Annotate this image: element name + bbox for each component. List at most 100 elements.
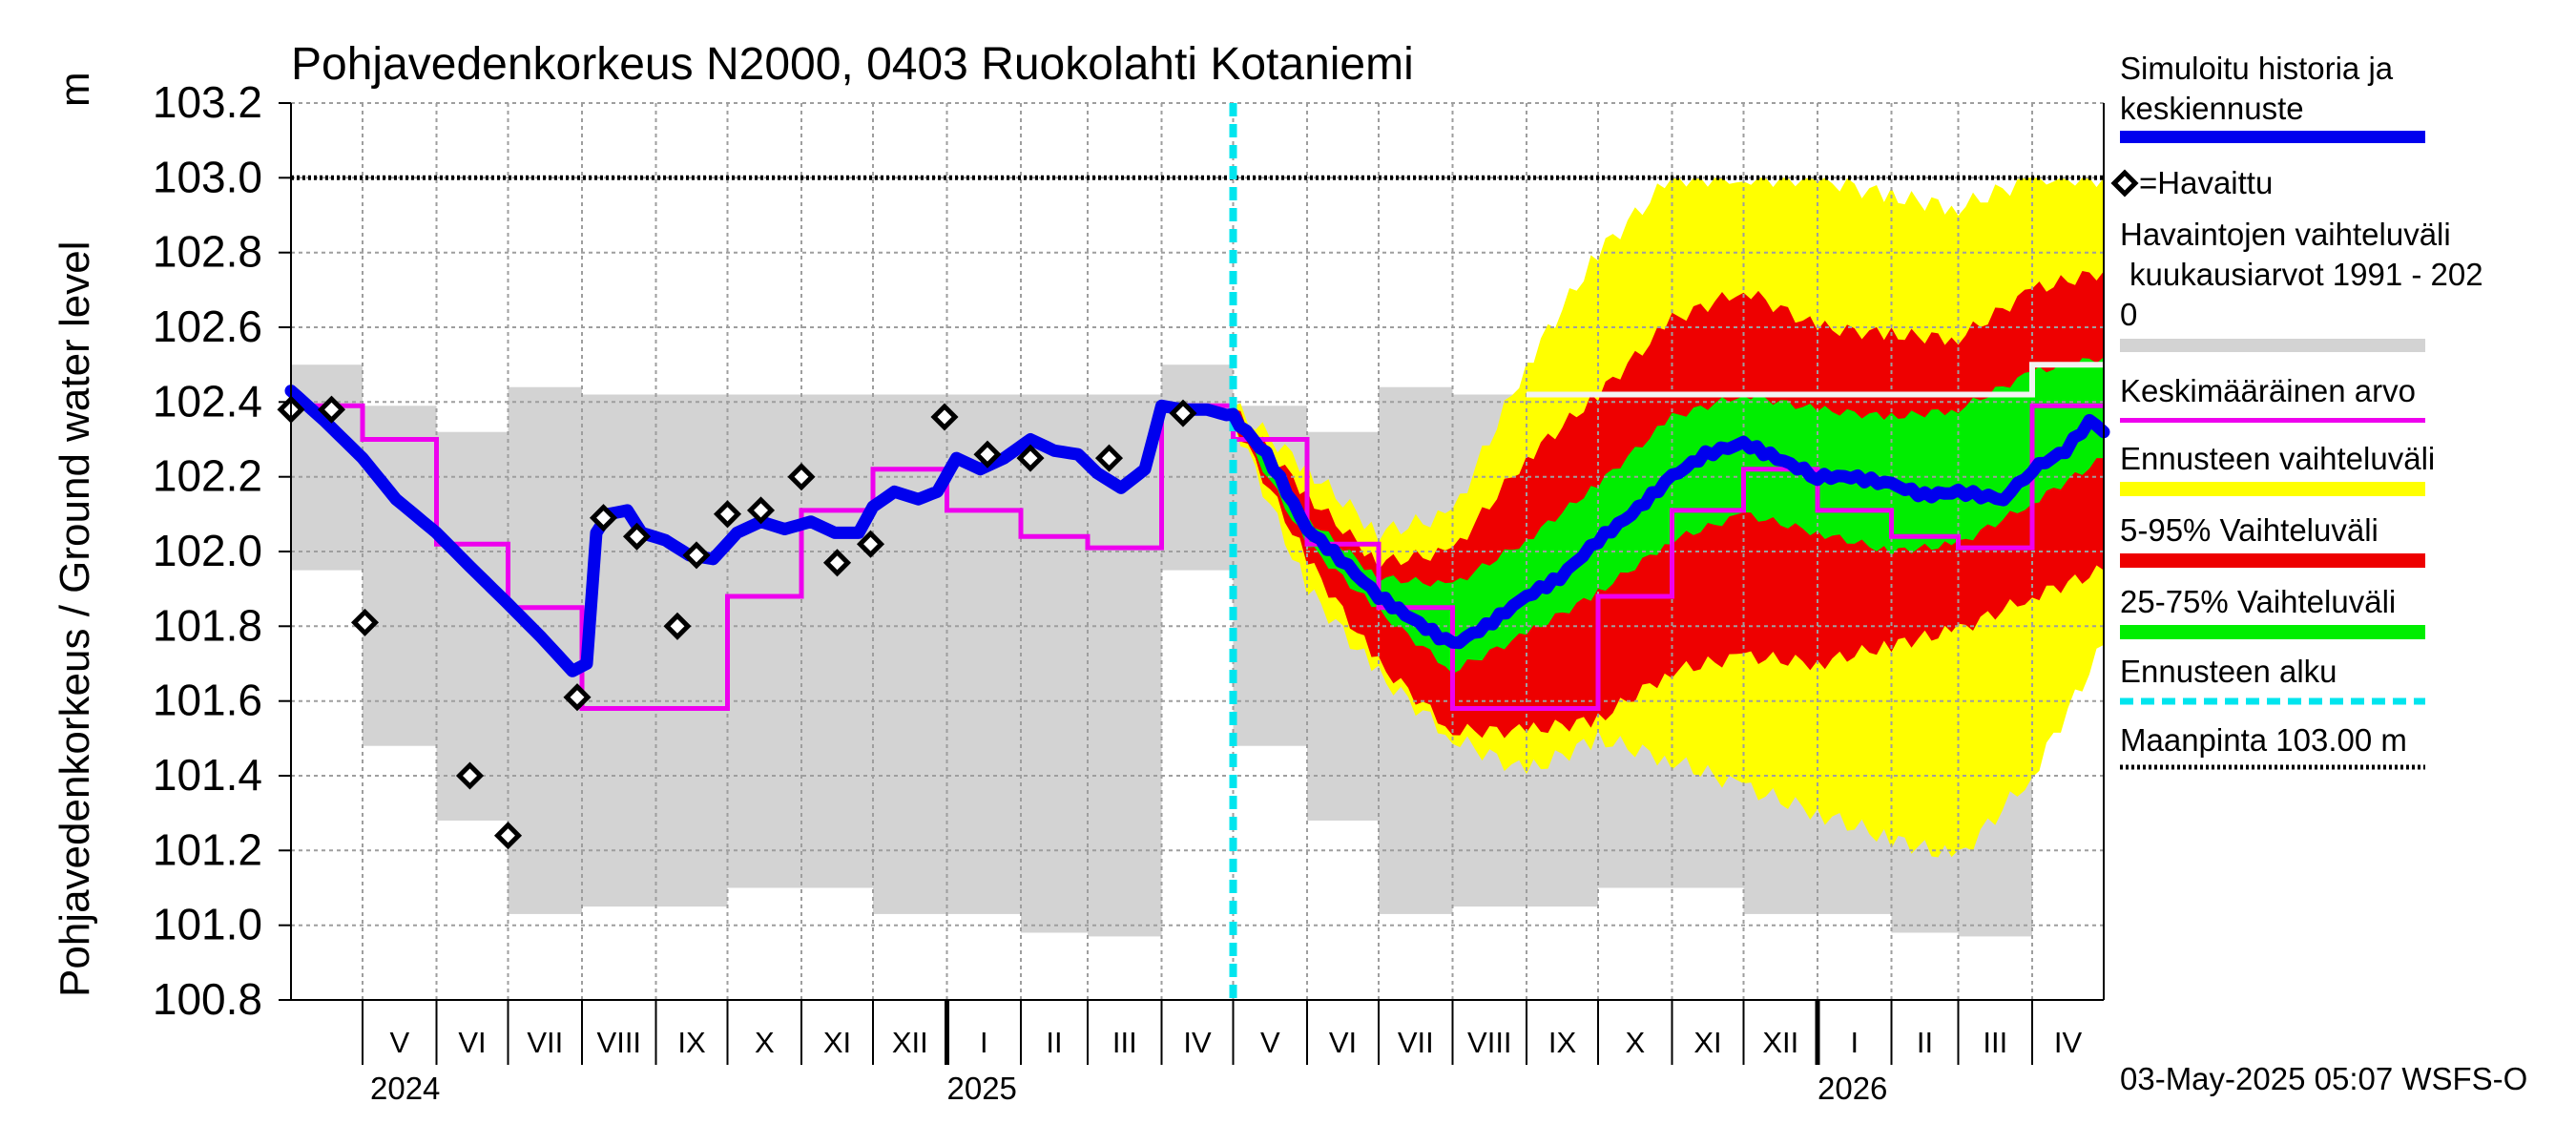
month-tick-label: XI (823, 1026, 851, 1059)
obs-range-bar (946, 394, 1021, 914)
month-tick-label: VIII (1467, 1026, 1512, 1059)
range-top-line (1527, 362, 2104, 398)
month-tick-label: V (389, 1026, 409, 1059)
observed-marker (663, 612, 692, 640)
legend-swatch-obs-range (2120, 339, 2425, 352)
month-tick-label: XI (1693, 1026, 1721, 1059)
legend-label-obs-range: Havaintojen vaihteluväli kuukausiarvot 19… (2120, 217, 2483, 332)
month-tick-label: I (1850, 1026, 1859, 1059)
observed-marker (822, 549, 852, 577)
obs-range-bar (582, 394, 656, 907)
month-tick-label: VI (1329, 1026, 1357, 1059)
observed-marker (746, 496, 776, 525)
observed-marker (622, 522, 652, 551)
legend: Simuloitu historia ja keskiennuste =Havai… (2110, 51, 2483, 770)
month-tick-label: XII (892, 1026, 928, 1059)
y-tick-label: 101.2 (153, 824, 262, 874)
legend-marker-observed-shape (2110, 169, 2139, 198)
y-axis-unit: m (52, 72, 98, 107)
simulated-line (284, 385, 2110, 677)
month-tick-label: III (1112, 1026, 1137, 1059)
observed-marker (1094, 444, 1124, 472)
legend-marker-observed (2110, 169, 2139, 198)
month-tick-label: VII (1398, 1026, 1434, 1059)
y-axis-title: Pohjavedenkorkeus / Ground water level (52, 241, 98, 997)
footer-timestamp: 03-May-2025 05:07 WSFS-O (2120, 1061, 2527, 1096)
obs-range-bar (1021, 394, 1088, 933)
y-tick-label: 101.4 (153, 750, 262, 800)
month-tick-label: II (1046, 1026, 1062, 1059)
legend-swatch-forecast-range (2120, 482, 2425, 496)
band-25-75 (1233, 357, 2104, 675)
observed-marker (563, 683, 592, 712)
month-tick-label: VI (458, 1026, 486, 1059)
obs-range-bar (363, 406, 437, 746)
month-tick-label: IX (677, 1026, 706, 1059)
month-tick-label: III (1983, 1026, 2007, 1059)
legend-label-25-75: 25-75% Vaihteluväli (2120, 584, 2396, 619)
month-tick-label: IV (1183, 1026, 1212, 1059)
obs-range-bar (436, 431, 509, 821)
obs-range-bar (655, 394, 728, 907)
legend-label-mean: Keskimääräinen arvo (2120, 373, 2416, 408)
legend-label-5-95: 5-95% Vaihteluväli (2120, 512, 2379, 548)
observed-marker (1169, 399, 1197, 427)
y-tick-label: 103.2 (153, 77, 262, 127)
observed-marker (973, 440, 1002, 468)
y-tick-label: 102.2 (153, 451, 262, 501)
obs-range-bar (508, 386, 582, 914)
year-label: 2024 (370, 1071, 440, 1106)
legend-label-obs-range-line2: kuukausiarvot 1991 - 202 (2129, 257, 2483, 292)
observed-marker (350, 608, 380, 636)
month-tick-label: VIII (597, 1026, 642, 1059)
observed-marker (787, 463, 816, 491)
observed-marker (317, 395, 346, 424)
observed-marker (1016, 444, 1045, 472)
y-tick-label: 100.8 (153, 974, 262, 1024)
obs-range-bar (727, 394, 801, 888)
y-tick-label: 101.8 (153, 600, 262, 650)
legend-label-forecast-start: Ennusteen alku (2120, 654, 2337, 689)
month-tick-label: II (1917, 1026, 1933, 1059)
chart-title: Pohjavedenkorkeus N2000, 0403 Ruokolahti… (291, 39, 1414, 90)
observed-marker (589, 504, 618, 532)
legend-label-simulated-line1: Simuloitu historia ja (2120, 51, 2394, 86)
legend-label-obs-range-line1: Havaintojen vaihteluväli (2120, 217, 2451, 252)
y-tick-label: 102.4 (153, 376, 262, 426)
month-tick-label: I (980, 1026, 988, 1059)
month-tick-label: XII (1762, 1026, 1798, 1059)
y-tick-label: 102.6 (153, 302, 262, 351)
legend-label-observed: =Havaittu (2139, 165, 2273, 200)
legend-label-ground: Maanpinta 103.00 m (2120, 722, 2407, 758)
obs-range-bar (801, 394, 873, 888)
markers-layer (277, 395, 1197, 850)
legend-label-obs-range-line3: 0 (2120, 297, 2137, 332)
legend-label-simulated: Simuloitu historia ja keskiennuste (2120, 51, 2394, 126)
month-tick-label: X (755, 1026, 775, 1059)
y-tick-label: 103.0 (153, 152, 262, 201)
axes-layer: 103.2 103.0 102.8 102.6 102.4 102.2 102.0 101.8… (153, 77, 2105, 1106)
legend-swatch-5-95 (2120, 553, 2425, 568)
observed-marker (930, 403, 959, 431)
observed-marker (856, 530, 885, 558)
month-tick-label: VII (527, 1026, 563, 1059)
month-tick-label: IX (1548, 1026, 1577, 1059)
legend-swatch-25-75 (2120, 625, 2425, 639)
legend-swatch-mean (2120, 418, 2425, 423)
year-label: 2026 (1818, 1071, 1887, 1106)
observed-marker (682, 541, 711, 570)
observed-marker (493, 822, 523, 850)
year-label: 2025 (947, 1071, 1017, 1106)
observed-marker (455, 761, 485, 790)
legend-swatch-simulated (2120, 131, 2425, 143)
obs-range-bar (873, 394, 947, 914)
y-tick-label: 102.8 (153, 227, 262, 277)
month-tick-label: X (1625, 1026, 1645, 1059)
y-tick-label: 101.6 (153, 676, 262, 725)
obs-range-bar (1161, 364, 1234, 571)
legend-label-forecast-range: Ennusteen vaihteluväli (2120, 441, 2435, 476)
observed-marker (713, 500, 742, 529)
month-tick-label: IV (2054, 1026, 2083, 1059)
y-tick-label: 102.0 (153, 526, 262, 575)
